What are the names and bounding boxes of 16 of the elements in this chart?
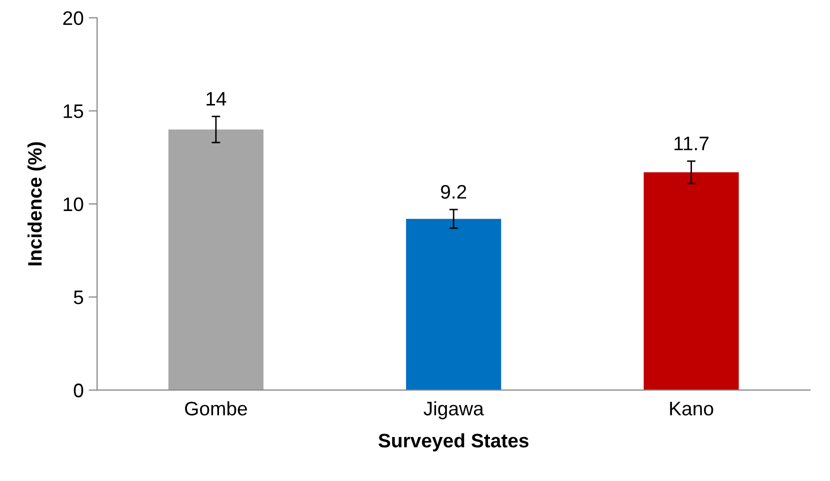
- x-axis-title: Surveyed States: [378, 433, 528, 452]
- y-axis-title: Incidence (%): [27, 142, 46, 266]
- bar: [644, 172, 739, 390]
- y-tick-label: 5: [74, 290, 84, 304]
- data-label: 14: [206, 92, 226, 106]
- x-tick-label: Gombe: [185, 401, 247, 416]
- y-tick-label: 0: [74, 384, 84, 398]
- y-tick-label: 15: [64, 104, 84, 118]
- bar: [168, 129, 264, 390]
- y-tick-label: 20: [63, 11, 84, 26]
- x-tick-label: Jigawa: [424, 401, 484, 420]
- data-label: 11.7: [674, 136, 708, 150]
- y-tick-label: 10: [64, 197, 84, 212]
- x-tick-label: Kano: [670, 402, 714, 416]
- data-label: 9.2: [440, 184, 466, 199]
- bar: [406, 218, 502, 390]
